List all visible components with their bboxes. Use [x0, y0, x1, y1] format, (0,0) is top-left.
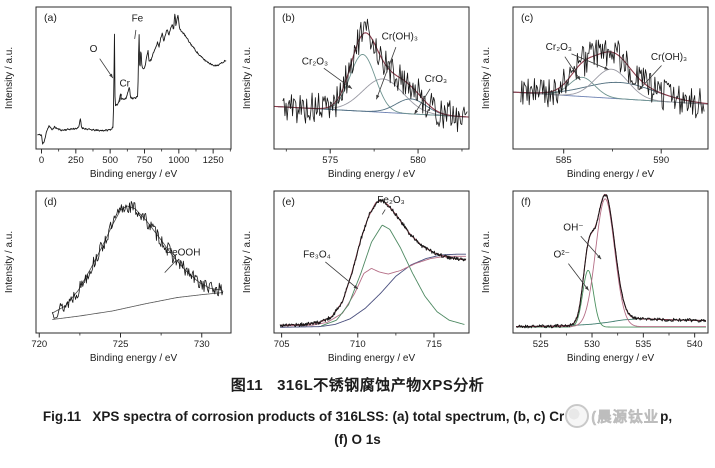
chart-b: 575 580 Binding energy / eV Intensity / a.u… — [242, 6, 470, 180]
panel-f: 525 530 535 540 Binding energy / eV Intensity… — [477, 184, 715, 368]
panel-grid: 0 250 500 750 1000 1250 Binding energy / eV Int… — [0, 0, 715, 368]
chart-series-b — [274, 18, 469, 133]
svg-text:730: 730 — [194, 339, 210, 350]
series-raw-data — [51, 200, 224, 319]
svg-text:Intensity / a.u.: Intensity / a.u. — [242, 231, 253, 293]
series-navy-background — [280, 253, 466, 328]
svg-text:710: 710 — [350, 339, 366, 350]
annotation-label: Fe₂O₃ — [377, 195, 404, 206]
svg-text:(b): (b) — [282, 12, 295, 24]
series-envelope — [280, 199, 467, 326]
svg-text:1000: 1000 — [168, 155, 189, 166]
svg-text:Intensity / a.u.: Intensity / a.u. — [4, 231, 15, 293]
svg-text:Binding energy / eV: Binding energy / eV — [90, 353, 178, 364]
chart-c: 585 590 Binding energy / eV Intensity / a.u… — [481, 6, 709, 180]
chart-series-a — [37, 13, 227, 145]
chart-d: 720 725 730 Binding energy / eV Intensity / … — [4, 190, 232, 364]
caption-chinese: 图11 316L不锈钢腐蚀产物XPS分析 — [230, 377, 485, 394]
series-raw-data — [279, 198, 467, 328]
series-survey-data — [37, 13, 227, 145]
annotation-label: Cr(OH)₃ — [382, 31, 418, 42]
caption-english-prefix: Fig.11 XPS spectra of corrosion products… — [42, 408, 565, 424]
svg-text:575: 575 — [322, 155, 338, 166]
chart-series-c — [513, 39, 708, 119]
series-raw-data — [282, 18, 468, 133]
svg-text:(f): (f) — [521, 196, 531, 208]
panel-a: 0 250 500 750 1000 1250 Binding energy / eV Int… — [0, 0, 238, 184]
series-Fe3O4-component — [280, 255, 466, 327]
series-Fe2O3-component — [321, 224, 465, 327]
svg-text:(a): (a) — [44, 12, 57, 24]
svg-text:Binding energy / eV: Binding energy / eV — [567, 353, 655, 364]
annotation-label: CrO₃ — [425, 74, 447, 85]
svg-text:590: 590 — [653, 155, 669, 166]
svg-text:525: 525 — [533, 339, 549, 350]
svg-text:(c): (c) — [521, 12, 533, 24]
svg-text:1250: 1250 — [203, 155, 224, 166]
series-O2-component — [516, 269, 706, 328]
svg-text:715: 715 — [426, 339, 442, 350]
panel-b: 575 580 Binding energy / eV Intensity / a.u… — [238, 0, 477, 184]
panel-c: 585 590 Binding energy / eV Intensity / a.u… — [477, 0, 715, 184]
svg-text:580: 580 — [410, 155, 426, 166]
svg-text:Intensity / a.u.: Intensity / a.u. — [481, 47, 492, 109]
svg-text:705: 705 — [274, 339, 290, 350]
chart-a: 0 250 500 750 1000 1250 Binding energy / eV Int… — [4, 6, 232, 180]
svg-text:535: 535 — [635, 339, 651, 350]
svg-text:(e): (e) — [282, 196, 295, 208]
svg-text:720: 720 — [31, 339, 47, 350]
caption-english: Fig.11 XPS spectra of corrosion products… — [0, 404, 715, 428]
annotation-label: Cr — [119, 78, 130, 89]
panel-d: 720 725 730 Binding energy / eV Intensity / … — [0, 184, 238, 368]
svg-text:(d): (d) — [44, 196, 57, 208]
annotation-label: Fe — [132, 14, 144, 25]
svg-text:725: 725 — [113, 339, 129, 350]
svg-text:250: 250 — [68, 155, 84, 166]
annotation-label: Cr₂O₃ — [546, 42, 572, 53]
panel-e: 705 710 715 Binding energy / eV Intensity / … — [238, 184, 477, 368]
series-raw-data — [516, 194, 707, 329]
chart-series-e — [279, 198, 467, 328]
svg-text:Intensity / a.u.: Intensity / a.u. — [242, 47, 253, 109]
chart-f: 525 530 535 540 Binding energy / eV Intensity… — [481, 190, 709, 364]
svg-text:Intensity / a.u.: Intensity / a.u. — [4, 47, 15, 109]
annotation-label: FeOOH — [166, 247, 200, 258]
watermark-text: (晨源钛业 — [591, 409, 660, 426]
caption-english-line2: (f) O 1s — [334, 432, 381, 447]
svg-text:750: 750 — [137, 155, 153, 166]
svg-text:Binding energy / eV: Binding energy / eV — [90, 169, 178, 180]
series-raw-data — [520, 39, 705, 119]
svg-text:Binding energy / eV: Binding energy / eV — [328, 353, 416, 364]
caption-block: 图11 316L不锈钢腐蚀产物XPS分析 Fig.11 XPS spectra … — [0, 374, 715, 447]
svg-text:Binding energy / eV: Binding energy / eV — [567, 169, 655, 180]
annotation-label: O²⁻ — [554, 250, 570, 261]
chart-e: 705 710 715 Binding energy / eV Intensity / … — [242, 190, 470, 364]
svg-text:Binding energy / eV: Binding energy / eV — [328, 169, 416, 180]
annotation-label: Cr(OH)₃ — [651, 52, 687, 63]
annotation-label: O — [90, 44, 98, 55]
chart-series-d — [51, 200, 224, 320]
annotation-label: Cr₂O₃ — [302, 56, 328, 67]
caption-english-suffix: p, — [660, 408, 673, 424]
watermark: (晨源钛业 — [565, 404, 659, 428]
svg-text:0: 0 — [39, 155, 44, 166]
chart-series-f — [516, 193, 707, 329]
annotation-label: OH⁻ — [563, 223, 583, 234]
svg-text:500: 500 — [102, 155, 118, 166]
svg-text:585: 585 — [556, 155, 572, 166]
svg-text:540: 540 — [687, 339, 703, 350]
series-background — [52, 292, 223, 320]
watermark-logo-icon — [565, 404, 590, 428]
annotation-label: Fe₃O₄ — [303, 250, 331, 261]
svg-text:Intensity / a.u.: Intensity / a.u. — [481, 231, 492, 293]
svg-text:530: 530 — [584, 339, 600, 350]
